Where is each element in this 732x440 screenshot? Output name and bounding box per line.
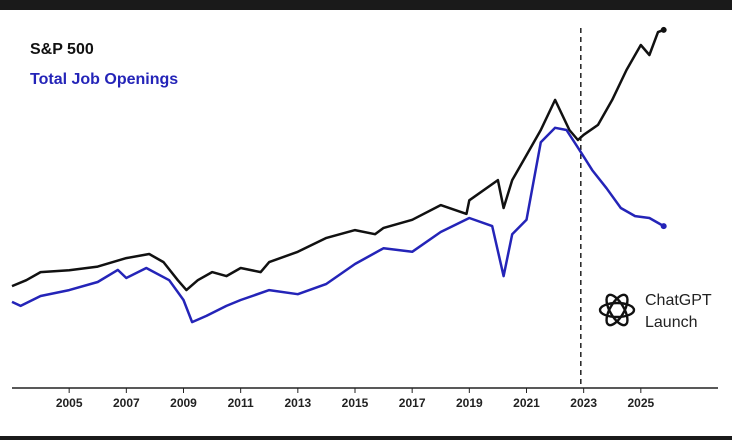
x-tick-label: 2015: [342, 396, 369, 410]
annotation-text: Launch: [645, 314, 698, 331]
top-bar: [0, 0, 732, 10]
legend-entry: Total Job Openings: [30, 71, 178, 88]
x-tick-label: 2009: [170, 396, 197, 410]
openai-logo: [598, 293, 636, 327]
x-tick-label: 2013: [284, 396, 311, 410]
end-dot: [660, 26, 667, 33]
x-tick-label: 2007: [113, 396, 140, 410]
x-tick-label: 2019: [456, 396, 483, 410]
x-tick-label: 2017: [399, 396, 426, 410]
x-tick-label: 2005: [56, 396, 83, 410]
x-tick-label: 2021: [513, 396, 540, 410]
end-dot: [660, 223, 667, 230]
legend-entry: S&P 500: [30, 41, 94, 58]
line: [11, 126, 665, 324]
x-tick-label: 2025: [627, 396, 654, 410]
x-tick-label: 2011: [228, 396, 254, 410]
bottom-bar: [0, 436, 732, 440]
annotation-text: ChatGPT: [645, 292, 712, 309]
x-tick-label: 2023: [570, 396, 597, 410]
line: [11, 28, 665, 292]
